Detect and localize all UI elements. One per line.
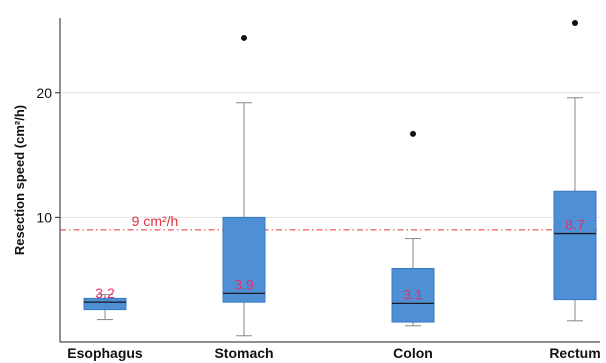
median-label-colon: 3.1 bbox=[403, 286, 423, 302]
box-stomach: 3.9 bbox=[222, 34, 266, 337]
reference-line-label: 9 cm²/h bbox=[132, 213, 179, 229]
iqr-box-stomach bbox=[222, 216, 266, 303]
boxes-group: 3.2 3.9 3.1 8.7 bbox=[83, 19, 597, 337]
y-tick-label-20: 20 bbox=[36, 85, 52, 101]
median-label-rectum: 8.7 bbox=[565, 217, 585, 233]
median-label-stomach: 3.9 bbox=[234, 276, 254, 292]
iqr-box-rectum bbox=[553, 190, 597, 301]
grid-lines bbox=[60, 92, 600, 218]
iqr-box-esophagus bbox=[83, 297, 127, 311]
x-tick-label-stomach: Stomach bbox=[214, 345, 273, 361]
reference-line-group: 9 cm²/h bbox=[60, 213, 600, 231]
y-axis-label: Resection speed (cm²/h) bbox=[12, 105, 27, 255]
x-tick-labels: Esophagus Stomach Colon Rectum bbox=[67, 345, 600, 361]
outlier-rectum-0 bbox=[572, 19, 578, 26]
x-tick-label-rectum: Rectum bbox=[549, 345, 600, 361]
outlier-colon-0 bbox=[410, 130, 416, 137]
x-tick-label-esophagus: Esophagus bbox=[67, 345, 143, 361]
y-tick-labels: 10 20 bbox=[36, 85, 60, 225]
iqr-box-colon bbox=[391, 267, 435, 323]
y-tick-label-10: 10 bbox=[36, 209, 52, 225]
box-colon: 3.1 bbox=[391, 130, 435, 327]
x-tick-label-colon: Colon bbox=[393, 345, 433, 361]
median-label-esophagus: 3.2 bbox=[95, 285, 115, 301]
box-esophagus: 3.2 bbox=[83, 285, 127, 321]
box-rectum: 8.7 bbox=[553, 19, 597, 322]
outlier-stomach-0 bbox=[241, 34, 247, 41]
